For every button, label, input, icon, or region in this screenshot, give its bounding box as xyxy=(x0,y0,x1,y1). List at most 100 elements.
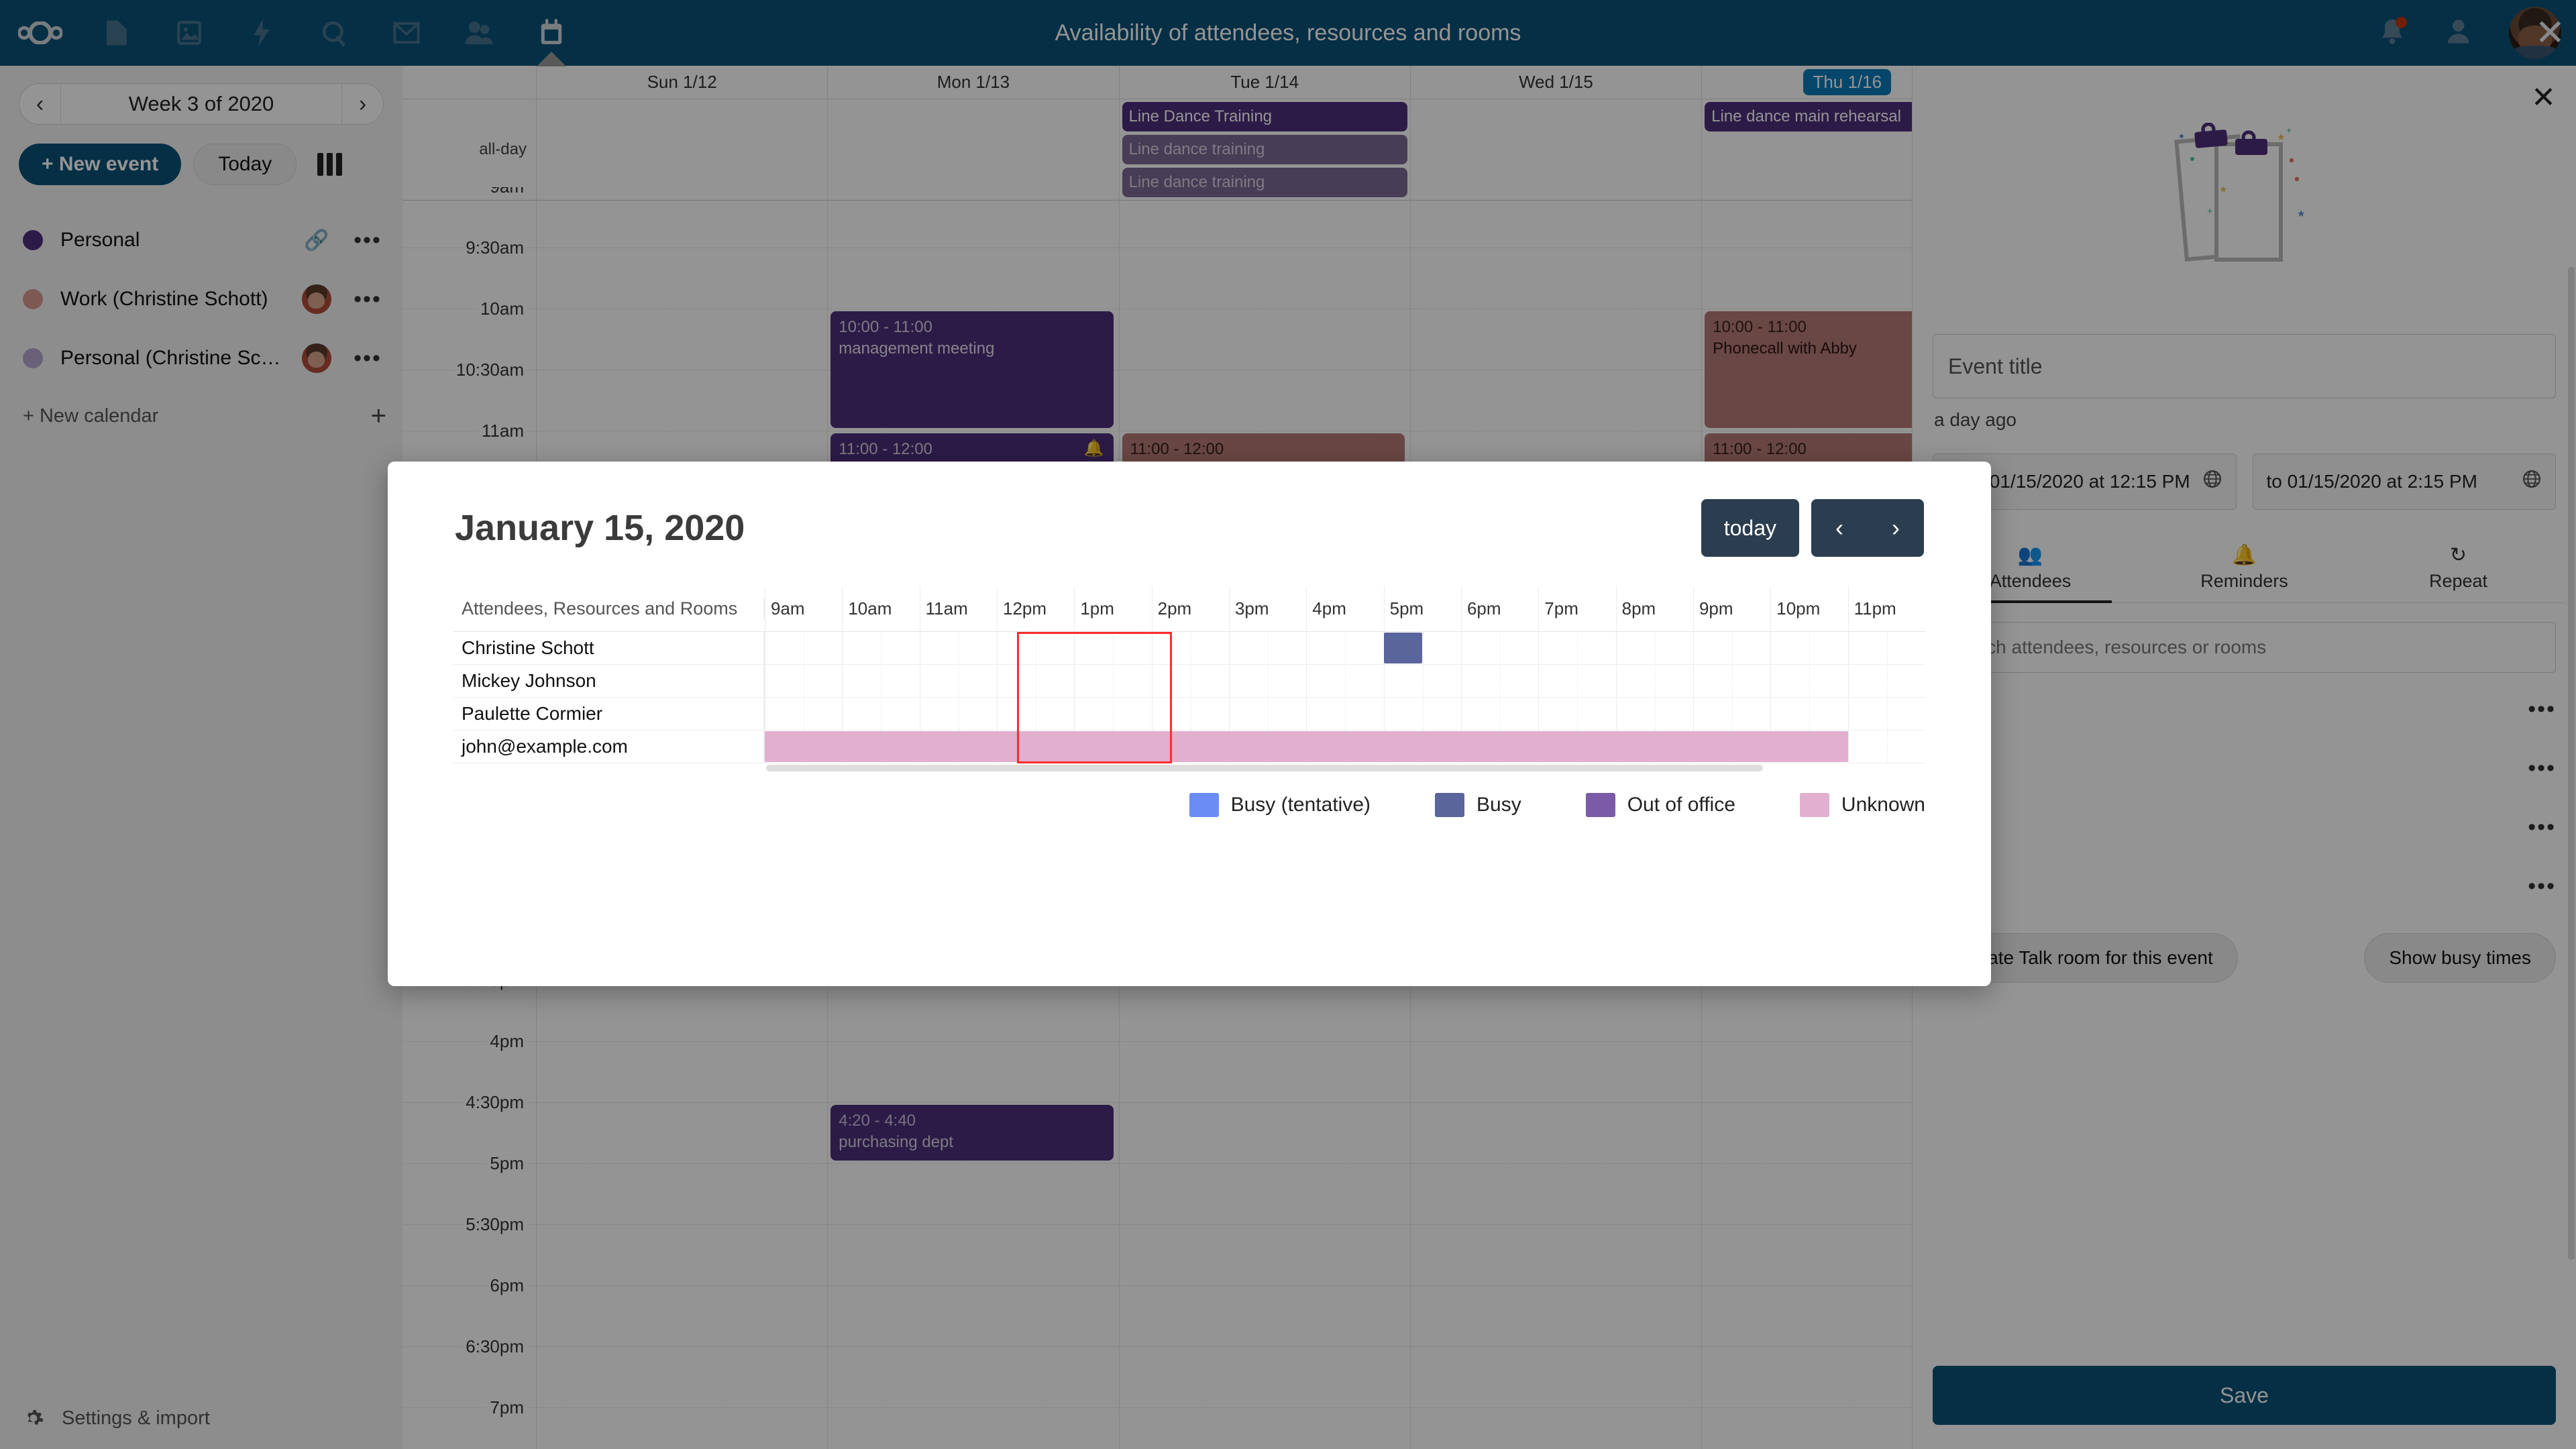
time-cell[interactable] xyxy=(1702,1347,1993,1408)
time-cell[interactable] xyxy=(828,1347,1119,1408)
new-calendar-button[interactable]: + New calendar + xyxy=(0,388,402,444)
availability-cell[interactable] xyxy=(1306,632,1383,664)
contacts-icon[interactable] xyxy=(443,0,515,66)
availability-cell[interactable] xyxy=(842,698,919,730)
calendar-list-item[interactable]: Personal 🔗 ••• xyxy=(0,211,402,270)
globe-icon[interactable] xyxy=(2202,469,2222,494)
time-cell[interactable] xyxy=(1702,1286,1993,1347)
availability-cell[interactable] xyxy=(1383,698,1461,730)
availability-cell[interactable] xyxy=(996,665,1074,697)
availability-cell[interactable] xyxy=(1847,632,1925,664)
time-cell[interactable] xyxy=(1702,1225,1993,1286)
availability-cell[interactable] xyxy=(1306,665,1383,697)
time-cell[interactable] xyxy=(537,1347,828,1408)
time-cell[interactable] xyxy=(828,1225,1119,1286)
time-cell[interactable] xyxy=(1119,1164,1410,1225)
close-icon[interactable]: ✕ xyxy=(2534,13,2565,53)
mail-icon[interactable] xyxy=(370,0,443,66)
availability-cell[interactable] xyxy=(1228,632,1306,664)
time-cell[interactable] xyxy=(1119,981,1410,1042)
availability-cell[interactable] xyxy=(1383,665,1461,697)
time-cell[interactable] xyxy=(1702,1103,1993,1164)
availability-cell[interactable] xyxy=(1074,632,1151,664)
new-event-button[interactable]: + New event xyxy=(19,144,182,185)
calendar-menu-button[interactable]: ••• xyxy=(354,227,382,253)
time-cell[interactable] xyxy=(1410,1042,1702,1103)
calendar-event[interactable]: 4:20 - 4:40 purchasing dept xyxy=(830,1105,1114,1161)
event-title-input[interactable]: Event title xyxy=(1933,334,2556,398)
time-cell[interactable] xyxy=(537,1042,828,1103)
time-cell[interactable] xyxy=(1410,1347,1702,1408)
time-cell[interactable] xyxy=(1410,370,1702,431)
availability-cell[interactable] xyxy=(1074,698,1151,730)
attendee-menu-button[interactable]: ••• xyxy=(2528,873,2556,899)
availability-cell[interactable] xyxy=(1693,632,1770,664)
calendar-vertical-scrollbar[interactable] xyxy=(2568,267,2575,1260)
all-day-event[interactable]: Line dance training xyxy=(1122,168,1407,197)
time-cell[interactable] xyxy=(1119,1103,1410,1164)
photos-icon[interactable] xyxy=(153,0,225,66)
time-cell[interactable] xyxy=(828,981,1119,1042)
availability-cell[interactable] xyxy=(1847,698,1925,730)
availability-cell[interactable] xyxy=(1460,632,1538,664)
time-cell[interactable] xyxy=(1702,1042,1993,1103)
modal-next-button[interactable]: › xyxy=(1892,514,1900,541)
time-cell[interactable] xyxy=(1410,1286,1702,1347)
all-day-column[interactable] xyxy=(1411,99,1703,200)
availability-cell[interactable] xyxy=(1693,665,1770,697)
contacts-menu-icon[interactable] xyxy=(2442,17,2473,49)
availability-cell[interactable] xyxy=(1074,665,1151,697)
calendar-list-item[interactable]: Work (Christine Schott) ••• xyxy=(0,270,402,329)
all-day-column[interactable] xyxy=(537,99,828,200)
availability-cell[interactable] xyxy=(919,632,997,664)
settings-import-button[interactable]: Settings & import xyxy=(0,1387,402,1449)
time-cell[interactable] xyxy=(1119,1286,1410,1347)
calendar-day-header-cell[interactable]: Mon 1/13 xyxy=(828,66,1120,99)
time-cell[interactable] xyxy=(1702,187,1993,248)
close-icon[interactable]: ✕ xyxy=(2531,81,2556,114)
availability-track[interactable] xyxy=(765,632,1925,664)
attendee-row[interactable]: ••• xyxy=(1933,739,2556,798)
availability-cell[interactable] xyxy=(1538,632,1615,664)
prev-week-button[interactable]: ‹ xyxy=(19,84,61,124)
time-cell[interactable] xyxy=(1410,248,1702,309)
availability-cell[interactable] xyxy=(765,632,842,664)
availability-cell[interactable] xyxy=(1770,632,1847,664)
time-cell[interactable] xyxy=(1119,248,1410,309)
files-icon[interactable] xyxy=(80,0,153,66)
availability-track[interactable] xyxy=(765,731,1925,763)
availability-cell[interactable] xyxy=(842,632,919,664)
availability-track[interactable] xyxy=(765,698,1925,730)
time-cell[interactable] xyxy=(1410,187,1702,248)
calendar-menu-button[interactable]: ••• xyxy=(354,286,382,312)
time-cell[interactable] xyxy=(1410,309,1702,370)
availability-cell[interactable] xyxy=(1151,665,1229,697)
attendee-search-input[interactable]: Search attendees, resources or rooms xyxy=(1933,622,2556,673)
availability-cell[interactable] xyxy=(996,632,1074,664)
show-busy-times-button[interactable]: Show busy times xyxy=(2364,933,2556,983)
plus-icon[interactable]: + xyxy=(370,400,386,431)
time-cell[interactable] xyxy=(1119,1225,1410,1286)
time-cell[interactable] xyxy=(537,981,828,1042)
time-cell[interactable] xyxy=(537,1408,827,1449)
availability-cell[interactable] xyxy=(765,665,842,697)
time-cell[interactable] xyxy=(828,1042,1119,1103)
activity-icon[interactable] xyxy=(225,0,298,66)
all-day-column[interactable]: Line Dance Training Line dance training Li… xyxy=(1120,99,1411,200)
availability-cell[interactable] xyxy=(1228,665,1306,697)
availability-cell[interactable] xyxy=(1151,632,1229,664)
time-cell[interactable] xyxy=(1119,309,1410,370)
time-cell[interactable] xyxy=(828,1286,1119,1347)
tab-repeat[interactable]: ↻ Repeat xyxy=(2351,535,2565,602)
time-cell[interactable] xyxy=(828,1164,1119,1225)
time-cell[interactable] xyxy=(537,309,828,370)
user-avatar[interactable]: ✕ xyxy=(2509,7,2565,59)
view-mode-icon[interactable] xyxy=(309,144,350,185)
availability-cell[interactable] xyxy=(1538,665,1615,697)
calendar-day-header-cell[interactable]: Wed 1/15 xyxy=(1411,66,1703,99)
time-cell[interactable] xyxy=(1410,1164,1702,1225)
today-button[interactable]: Today xyxy=(193,144,297,185)
calendar-menu-button[interactable]: ••• xyxy=(354,345,382,371)
all-day-column[interactable] xyxy=(828,99,1120,200)
time-cell[interactable] xyxy=(537,370,828,431)
